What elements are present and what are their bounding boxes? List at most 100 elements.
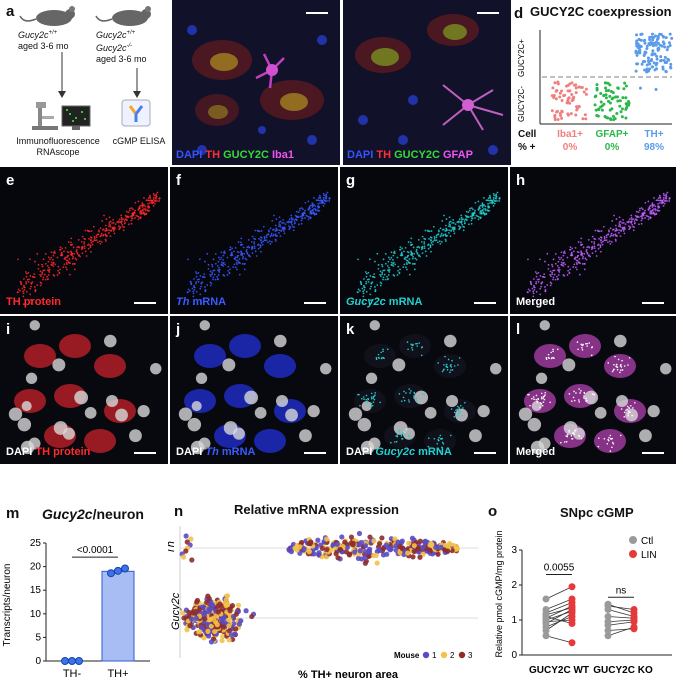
- transcript-dot: [452, 219, 455, 221]
- transcript-dot: [280, 230, 282, 232]
- n-point: [334, 541, 340, 547]
- transcript-dot: [156, 200, 158, 202]
- transcript-dot: [77, 238, 80, 241]
- transcript-dot: [139, 204, 142, 207]
- transcript-dot: [453, 415, 456, 418]
- method-elisa: cGMP ELISA: [112, 136, 166, 146]
- transcript-dot: [244, 257, 247, 260]
- transcript-dot: [447, 225, 450, 228]
- transcript-dot: [481, 209, 484, 212]
- transcript-dot: [605, 236, 608, 239]
- transcript-dot: [108, 221, 111, 224]
- transcript-dot: [48, 271, 51, 273]
- transcript-dot: [653, 197, 655, 199]
- transcript-dot: [441, 370, 444, 373]
- transcript-dot: [616, 366, 619, 369]
- transcript-dot: [105, 218, 108, 220]
- transcript-dot: [370, 285, 372, 288]
- transcript-dot: [642, 214, 645, 217]
- cell-point: [645, 63, 649, 67]
- cell-point: [651, 32, 655, 36]
- transcript-dot: [223, 250, 226, 253]
- transcript-dot: [101, 228, 104, 231]
- transcript-dot: [406, 259, 409, 262]
- n-point: [193, 615, 199, 621]
- transcript-dot: [386, 264, 389, 267]
- transcript-dot: [52, 258, 54, 261]
- transcript-dot: [546, 252, 549, 255]
- transcript-dot: [590, 354, 593, 357]
- transcript-dot: [373, 395, 375, 398]
- legend-dot-2: [440, 651, 448, 659]
- transcript-dot: [618, 223, 621, 225]
- transcript-dot: [575, 268, 578, 271]
- transcript-dot: [358, 393, 360, 396]
- transcript-dot: [59, 246, 62, 249]
- transcript-dot: [392, 274, 395, 276]
- transcript-dot: [471, 217, 474, 220]
- transcript-dot: [290, 220, 293, 222]
- transcript-dot: [234, 256, 237, 259]
- transcript-dot: [581, 347, 583, 349]
- transcript-dot: [411, 349, 414, 351]
- transcript-dot: [532, 292, 535, 295]
- dapi-nucleus: [392, 358, 406, 372]
- transcript-dot: [423, 247, 426, 250]
- transcript-dot: [147, 205, 150, 208]
- transcript-dot: [50, 251, 53, 254]
- transcript-dot: [437, 229, 440, 232]
- transcript-dot: [463, 222, 466, 225]
- panel-letter-j: j: [176, 321, 181, 338]
- transcript-dot: [452, 226, 454, 229]
- transcript-dot: [369, 275, 372, 277]
- transcript-dot: [267, 233, 270, 236]
- transcript-dot: [87, 247, 90, 250]
- transcript-dot: [253, 237, 256, 240]
- transcript-dot: [622, 222, 625, 224]
- transcript-dot: [304, 217, 306, 219]
- transcript-dot: [435, 234, 438, 237]
- transcript-dot: [451, 222, 454, 224]
- transcript-dot: [574, 256, 577, 259]
- cell-point: [555, 110, 559, 114]
- transcript-dot: [382, 269, 385, 272]
- dapi-nucleus: [17, 417, 32, 432]
- transcript-dot: [408, 435, 410, 438]
- transcript-dot: [597, 243, 600, 246]
- transcript-dot: [258, 230, 261, 233]
- transcript-dot: [484, 208, 487, 210]
- transcript-dot: [590, 246, 593, 249]
- o-pair-line: [545, 616, 573, 628]
- n-point: [342, 539, 348, 545]
- panel-letter-o: o: [488, 503, 498, 520]
- transcript-dot: [663, 202, 666, 205]
- transcript-dot: [448, 232, 450, 234]
- cell-point: [610, 97, 614, 101]
- neuron-body: [534, 344, 566, 368]
- cell-point: [656, 41, 660, 45]
- transcript-dot: [90, 230, 93, 232]
- o-ctl-point: [604, 618, 612, 626]
- transcript-dot: [561, 264, 563, 267]
- transcript-dot: [573, 433, 576, 435]
- panel-c-micrograph: DAPI TH GUCY2C GFAP: [343, 0, 511, 165]
- cell-point: [668, 44, 672, 48]
- transcript-dot: [139, 217, 142, 220]
- transcript-dot: [370, 396, 373, 398]
- m-ytick-label: 10: [30, 609, 42, 620]
- transcript-dot: [233, 263, 236, 266]
- transcript-dot: [602, 225, 605, 228]
- transcript-dot: [607, 241, 609, 244]
- transcript-dot: [216, 275, 218, 278]
- transcript-dot: [662, 198, 665, 201]
- panel-c-label: DAPI TH GUCY2C GFAP: [347, 149, 473, 161]
- transcript-dot: [399, 246, 402, 249]
- transcript-dot: [421, 346, 424, 348]
- transcript-dot: [259, 244, 262, 247]
- transcript-dot: [584, 257, 587, 260]
- method-immunofluorescence: Immunofluorescence RNAscope: [16, 136, 100, 157]
- cell-point: [638, 86, 642, 90]
- o-legend-ctl-dot: [629, 536, 637, 544]
- transcript-dot: [577, 348, 579, 351]
- transcript-dot: [471, 208, 474, 211]
